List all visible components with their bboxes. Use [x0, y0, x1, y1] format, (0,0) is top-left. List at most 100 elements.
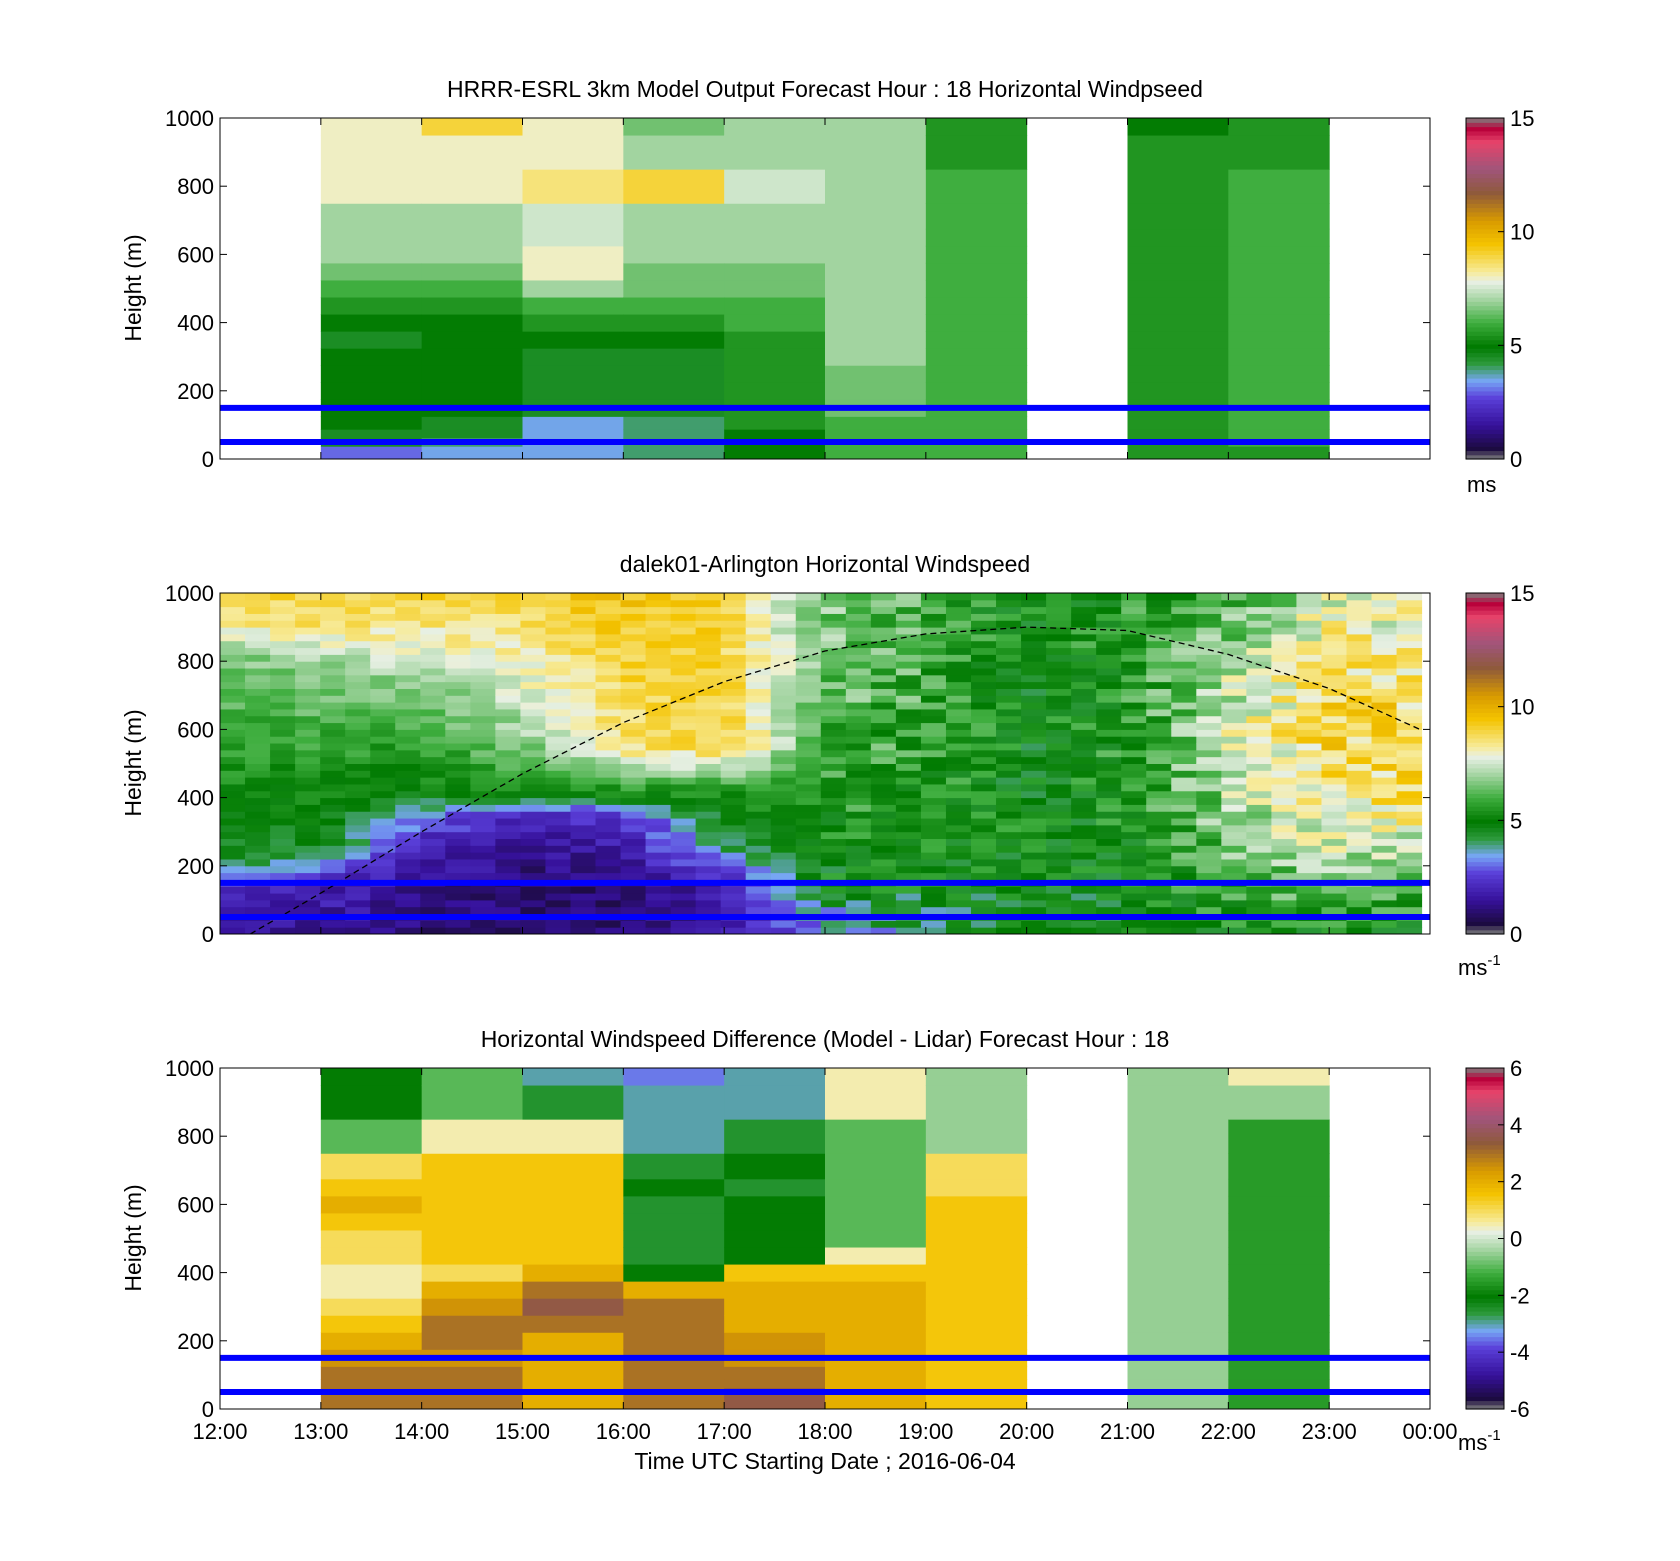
heatmap-cell	[1096, 899, 1122, 908]
heatmap-cell	[1071, 599, 1097, 608]
colorbar-segment	[1466, 228, 1504, 234]
heatmap-cell	[645, 818, 672, 826]
heatmap-cell	[520, 647, 546, 655]
heatmap-cell	[295, 695, 321, 703]
heatmap-cell	[1321, 640, 1347, 649]
heatmap-cell	[1396, 838, 1423, 846]
heatmap-cell	[720, 756, 747, 764]
heatmap-cell	[925, 1229, 1028, 1248]
heatmap-cell	[770, 749, 797, 758]
heatmap-cell	[421, 1366, 523, 1380]
heatmap-cell	[1228, 118, 1330, 136]
y-tick-label: 600	[177, 1192, 214, 1217]
heatmap-cell	[445, 763, 471, 771]
heatmap-cell	[395, 818, 421, 826]
colorbar-segment	[1466, 1148, 1504, 1154]
heatmap-cell	[345, 695, 371, 703]
heatmap-cell	[695, 627, 722, 635]
heatmap-cell	[1046, 599, 1072, 608]
heatmap-cell	[420, 845, 446, 853]
colorbar-segment	[1466, 130, 1504, 136]
heatmap-cell	[520, 858, 546, 867]
heatmap-cell	[1221, 838, 1247, 846]
heatmap-cell	[270, 640, 296, 649]
heatmap-cell	[1121, 599, 1147, 608]
colorbar-segment	[1466, 322, 1504, 328]
heatmap-cell	[395, 749, 421, 758]
heatmap-cell	[220, 668, 246, 676]
heatmap-cell	[270, 729, 296, 737]
heatmap-cell	[1146, 633, 1172, 642]
heatmap-cell	[720, 818, 747, 826]
heatmap-cell	[570, 865, 596, 874]
heatmap-cell	[1371, 858, 1398, 867]
heatmap-cell	[1296, 647, 1322, 655]
heatmap-cell	[395, 729, 421, 737]
heatmap-cell	[645, 797, 672, 805]
heatmap-cell	[1396, 688, 1423, 696]
heatmap-cell	[420, 613, 446, 621]
heatmap-cell	[370, 736, 396, 744]
heatmap-cell	[1171, 633, 1197, 642]
heatmap-cell	[520, 668, 546, 676]
heatmap-cell	[470, 790, 496, 799]
heatmap-cell	[395, 920, 421, 928]
heatmap-cell	[920, 865, 947, 874]
heatmap-cell	[295, 668, 321, 676]
heatmap-cell	[470, 749, 496, 758]
x-tick-label: 13:00	[293, 1419, 348, 1444]
heatmap-cell	[1196, 920, 1222, 928]
heatmap-cell	[1196, 620, 1222, 628]
heatmap-cell	[395, 906, 421, 915]
heatmap-cell	[895, 708, 922, 717]
heatmap-cell	[1127, 169, 1229, 204]
heatmap-cell	[945, 627, 972, 635]
heatmap-cell	[745, 688, 772, 696]
heatmap-cell	[1221, 763, 1247, 771]
heatmap-cell	[724, 203, 826, 230]
heatmap-cell	[395, 763, 421, 771]
heatmap-cell	[522, 1366, 624, 1380]
heatmap-cell	[895, 722, 922, 730]
heatmap-cell	[870, 688, 897, 696]
heatmap-cell	[1228, 348, 1330, 366]
heatmap-cell	[470, 729, 496, 737]
heatmap-cell	[320, 865, 346, 874]
heatmap-cell	[245, 708, 271, 717]
heatmap-cell	[1321, 770, 1347, 778]
panel-difference-heatmap	[320, 1068, 1330, 1409]
heatmap-cell	[1021, 756, 1047, 764]
heatmap-cell	[1071, 606, 1097, 614]
heatmap-cell	[670, 613, 697, 621]
heatmap-cell	[745, 838, 772, 846]
colorbar-segment	[1466, 639, 1504, 645]
heatmap-cell	[595, 906, 622, 915]
heatmap-cell	[724, 382, 826, 400]
colorbar-segment	[1466, 279, 1504, 285]
colorbar-segment	[1466, 780, 1504, 786]
heatmap-cell	[445, 865, 471, 874]
heatmap-cell	[670, 647, 697, 655]
colorbar-segment	[1466, 912, 1504, 918]
heatmap-cell	[620, 865, 647, 874]
heatmap-cell	[1246, 770, 1272, 778]
heatmap-cell	[345, 852, 371, 860]
heatmap-cell	[720, 722, 747, 730]
colorbar-segment	[1466, 126, 1504, 132]
heatmap-cell	[470, 722, 496, 730]
colorbar-segment	[1466, 369, 1504, 375]
heatmap-cell	[623, 1178, 725, 1197]
heatmap-cell	[1096, 647, 1122, 655]
heatmap-cell	[645, 838, 672, 846]
heatmap-cell	[420, 599, 446, 608]
heatmap-cell	[720, 695, 747, 703]
heatmap-cell	[1171, 756, 1197, 764]
heatmap-cell	[445, 640, 471, 649]
heatmap-cell	[1196, 770, 1222, 778]
colorbar-tick-label: -2	[1510, 1283, 1530, 1308]
heatmap-cell	[724, 135, 826, 170]
heatmap-cell	[1221, 640, 1247, 649]
heatmap-cell	[420, 790, 446, 799]
heatmap-cell	[1121, 886, 1147, 894]
y-tick-label: 800	[177, 174, 214, 199]
